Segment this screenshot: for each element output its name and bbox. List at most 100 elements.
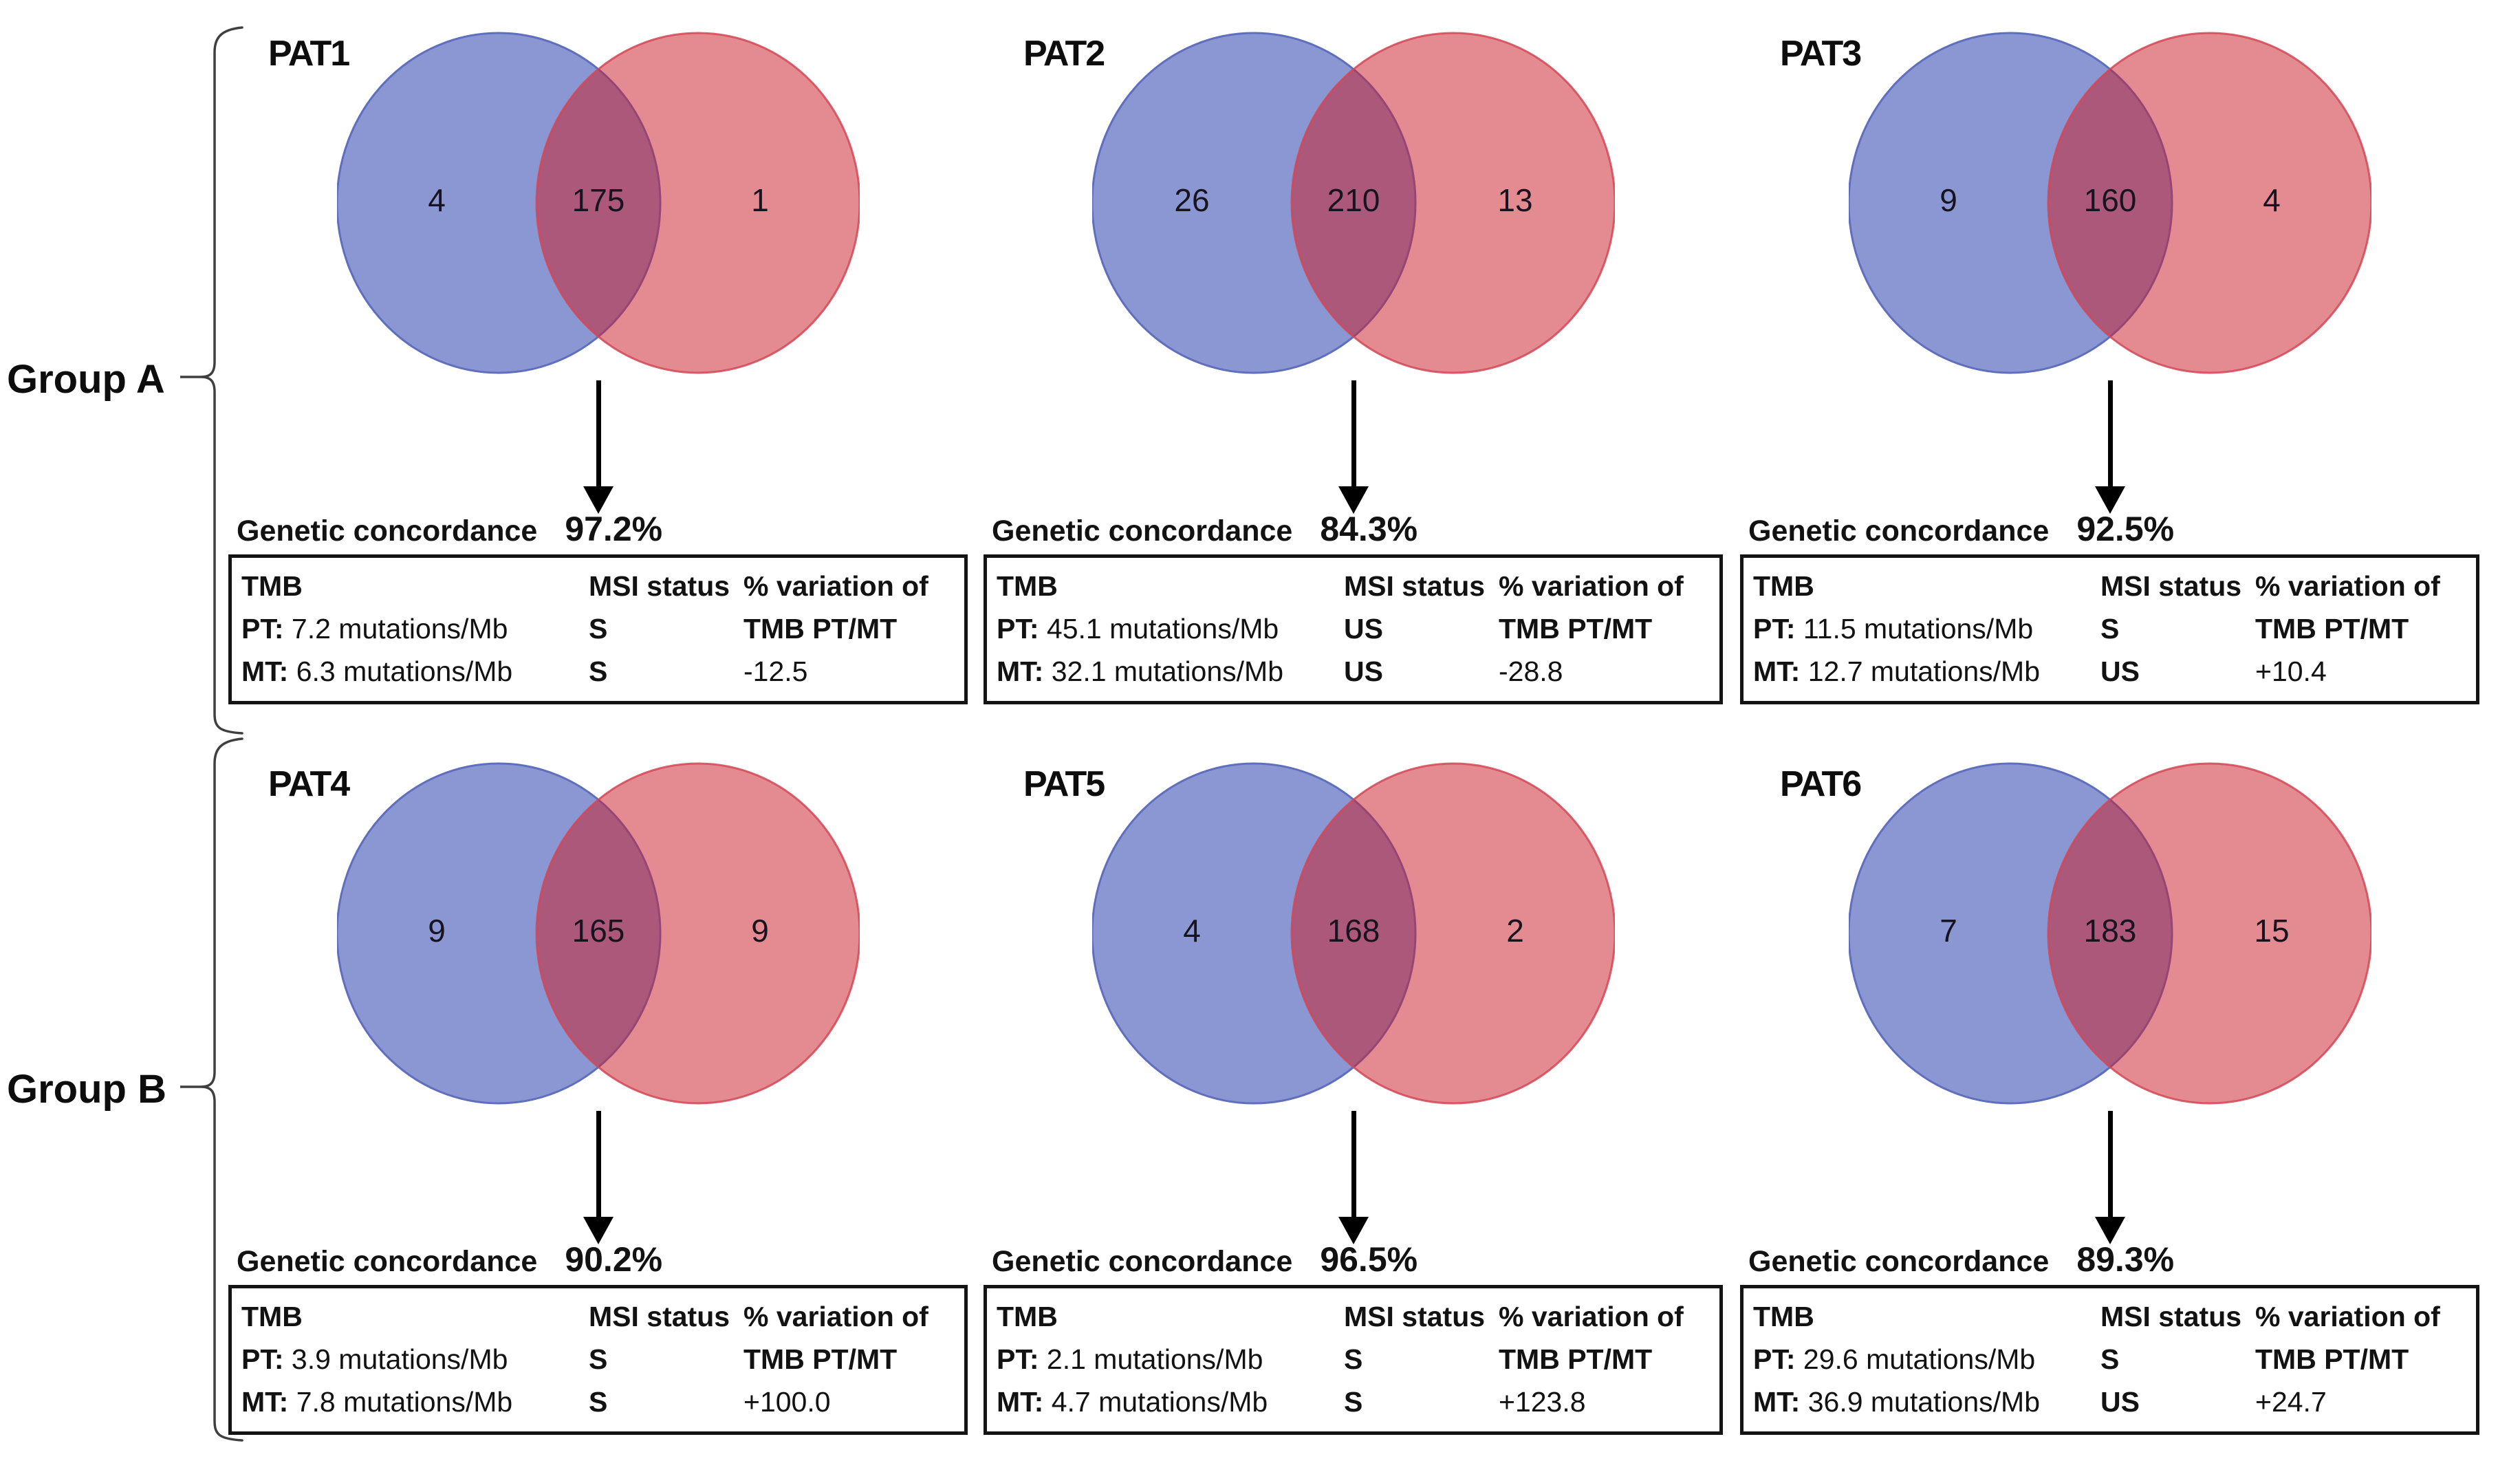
msi-header: MSI status	[589, 570, 730, 602]
variation-header: % variation of	[743, 1301, 928, 1332]
tmb-pt-row: PT: 7.2 mutations/Mb	[241, 609, 589, 651]
venn-left-count: 7	[1940, 913, 1957, 949]
concordance-label: Genetic concordance	[237, 1245, 538, 1278]
variation-header2: TMB PT/MT	[2255, 613, 2409, 645]
tmb-mt-row: MT: 4.7 mutations/Mb	[997, 1382, 1344, 1425]
concordance-value: 89.3%	[2076, 1240, 2175, 1279]
variation-header2: TMB PT/MT	[2255, 1343, 2409, 1375]
venn-diagram	[1092, 32, 1615, 374]
venn-right-circle	[2047, 32, 2371, 374]
concordance-label: Genetic concordance	[992, 515, 1293, 548]
variation-header2: TMB PT/MT	[743, 1343, 898, 1375]
tmb-mt-row: MT: 36.9 mutations/Mb	[1753, 1382, 2100, 1425]
venn-right-circle	[535, 762, 860, 1105]
variation-value: +100.0	[743, 1386, 831, 1418]
tmb-mt-value: 32.1 mutations/Mb	[1051, 656, 1284, 687]
pt-prefix: PT:	[1753, 613, 1796, 645]
msi-pt-value: S	[589, 613, 608, 645]
concordance-label: Genetic concordance	[237, 515, 538, 548]
tmb-mt-row: MT: 32.1 mutations/Mb	[997, 651, 1344, 694]
venn-left-count: 9	[1940, 182, 1957, 218]
msi-header: MSI status	[2100, 1301, 2242, 1332]
patient-label: PAT1	[268, 34, 350, 74]
msi-header: MSI status	[2100, 570, 2242, 602]
mt-prefix: MT:	[1753, 1386, 1801, 1418]
variation-header: % variation of	[743, 570, 928, 602]
venn-left-count: 26	[1174, 182, 1210, 218]
pt-prefix: PT:	[241, 613, 284, 645]
patient-label: PAT5	[1023, 764, 1105, 804]
tmb-header: TMB	[997, 570, 1058, 602]
arrow-shaft	[596, 380, 601, 488]
variation-value: +24.7	[2255, 1386, 2327, 1418]
msi-header: MSI status	[589, 1301, 730, 1332]
msi-pt-value: S	[2100, 613, 2120, 645]
variation-header2: TMB PT/MT	[1499, 1343, 1653, 1375]
tmb-pt-row: PT: 3.9 mutations/Mb	[241, 1339, 589, 1382]
tmb-mt-value: 6.3 mutations/Mb	[296, 656, 513, 687]
patient-panel-pat2: PAT2 26 210 13 Genetic concordance 84.3%…	[984, 0, 1723, 730]
variation-header: % variation of	[2255, 570, 2440, 602]
concordance-label: Genetic concordance	[1748, 515, 2050, 548]
msi-mt-value: US	[2100, 1386, 2140, 1418]
mt-prefix: MT:	[241, 1386, 289, 1418]
concordance-value: 84.3%	[1320, 510, 1418, 548]
tmb-pt-value: 11.5 mutations/Mb	[1803, 613, 2034, 645]
venn-right-count: 15	[2254, 913, 2290, 949]
mt-prefix: MT:	[241, 656, 289, 687]
concordance-value: 96.5%	[1320, 1240, 1418, 1279]
tmb-msi-table: TMB MSI status % variation of PT: 29.6 m…	[1740, 1285, 2479, 1435]
pt-prefix: PT:	[1753, 1343, 1796, 1375]
venn-right-count: 1	[751, 182, 769, 218]
arrow-shaft	[2108, 1111, 2113, 1218]
variation-header2: TMB PT/MT	[1499, 613, 1653, 645]
patient-label: PAT2	[1023, 34, 1105, 74]
patient-panel-pat6: PAT6 7 183 15 Genetic concordance 89.3% …	[1740, 730, 2479, 1461]
venn-right-circle	[2047, 762, 2371, 1105]
arrow-head	[1338, 1217, 1369, 1244]
pt-prefix: PT:	[997, 1343, 1039, 1375]
genetic-concordance: Genetic concordance 84.3%	[992, 509, 1418, 549]
msi-pt-value: S	[2100, 1343, 2120, 1375]
down-arrow	[571, 380, 626, 515]
venn-shared-count: 210	[1327, 182, 1380, 218]
msi-pt-value: US	[1344, 613, 1383, 645]
down-arrow	[571, 1111, 626, 1246]
arrow-head	[2095, 1217, 2125, 1244]
patient-label: PAT3	[1780, 34, 1862, 74]
tmb-pt-row: PT: 45.1 mutations/Mb	[997, 609, 1344, 651]
tmb-header: TMB	[241, 1301, 303, 1332]
tmb-mt-row: MT: 12.7 mutations/Mb	[1753, 651, 2100, 694]
variation-value: +123.8	[1499, 1386, 1586, 1418]
group-a-bracket	[180, 26, 243, 735]
tmb-header: TMB	[241, 570, 303, 602]
tmb-mt-row: MT: 7.8 mutations/Mb	[241, 1382, 589, 1425]
arrow-head	[583, 486, 613, 514]
tmb-mt-value: 12.7 mutations/Mb	[1807, 656, 2041, 687]
arrow-head	[583, 1217, 613, 1244]
venn-right-circle	[535, 32, 860, 374]
genetic-concordance: Genetic concordance 96.5%	[992, 1240, 1418, 1279]
venn-right-count: 13	[1497, 182, 1533, 218]
group-a-label: Group A	[7, 357, 165, 402]
msi-mt-value: US	[2100, 656, 2140, 687]
tmb-pt-value: 45.1 mutations/Mb	[1046, 613, 1279, 645]
arrow-shaft	[1351, 1111, 1356, 1218]
mt-prefix: MT:	[997, 656, 1044, 687]
venn-right-count: 9	[751, 913, 769, 949]
venn-shared-count: 175	[572, 182, 625, 218]
concordance-value: 90.2%	[565, 1240, 663, 1279]
variation-header2: TMB PT/MT	[743, 613, 898, 645]
genetic-concordance: Genetic concordance 89.3%	[1748, 1240, 2174, 1279]
msi-mt-value: S	[1344, 1386, 1363, 1418]
msi-pt-value: S	[1344, 1343, 1363, 1375]
group-b-bracket	[180, 737, 243, 1442]
tmb-header: TMB	[997, 1301, 1058, 1332]
venn-diagram	[1849, 32, 2371, 374]
venn-left-count: 4	[428, 182, 446, 218]
patient-label: PAT4	[268, 764, 350, 804]
patient-panel-pat3: PAT3 9 160 4 Genetic concordance 92.5% T…	[1740, 0, 2479, 730]
pt-prefix: PT:	[241, 1343, 284, 1375]
tmb-pt-value: 3.9 mutations/Mb	[291, 1343, 508, 1375]
